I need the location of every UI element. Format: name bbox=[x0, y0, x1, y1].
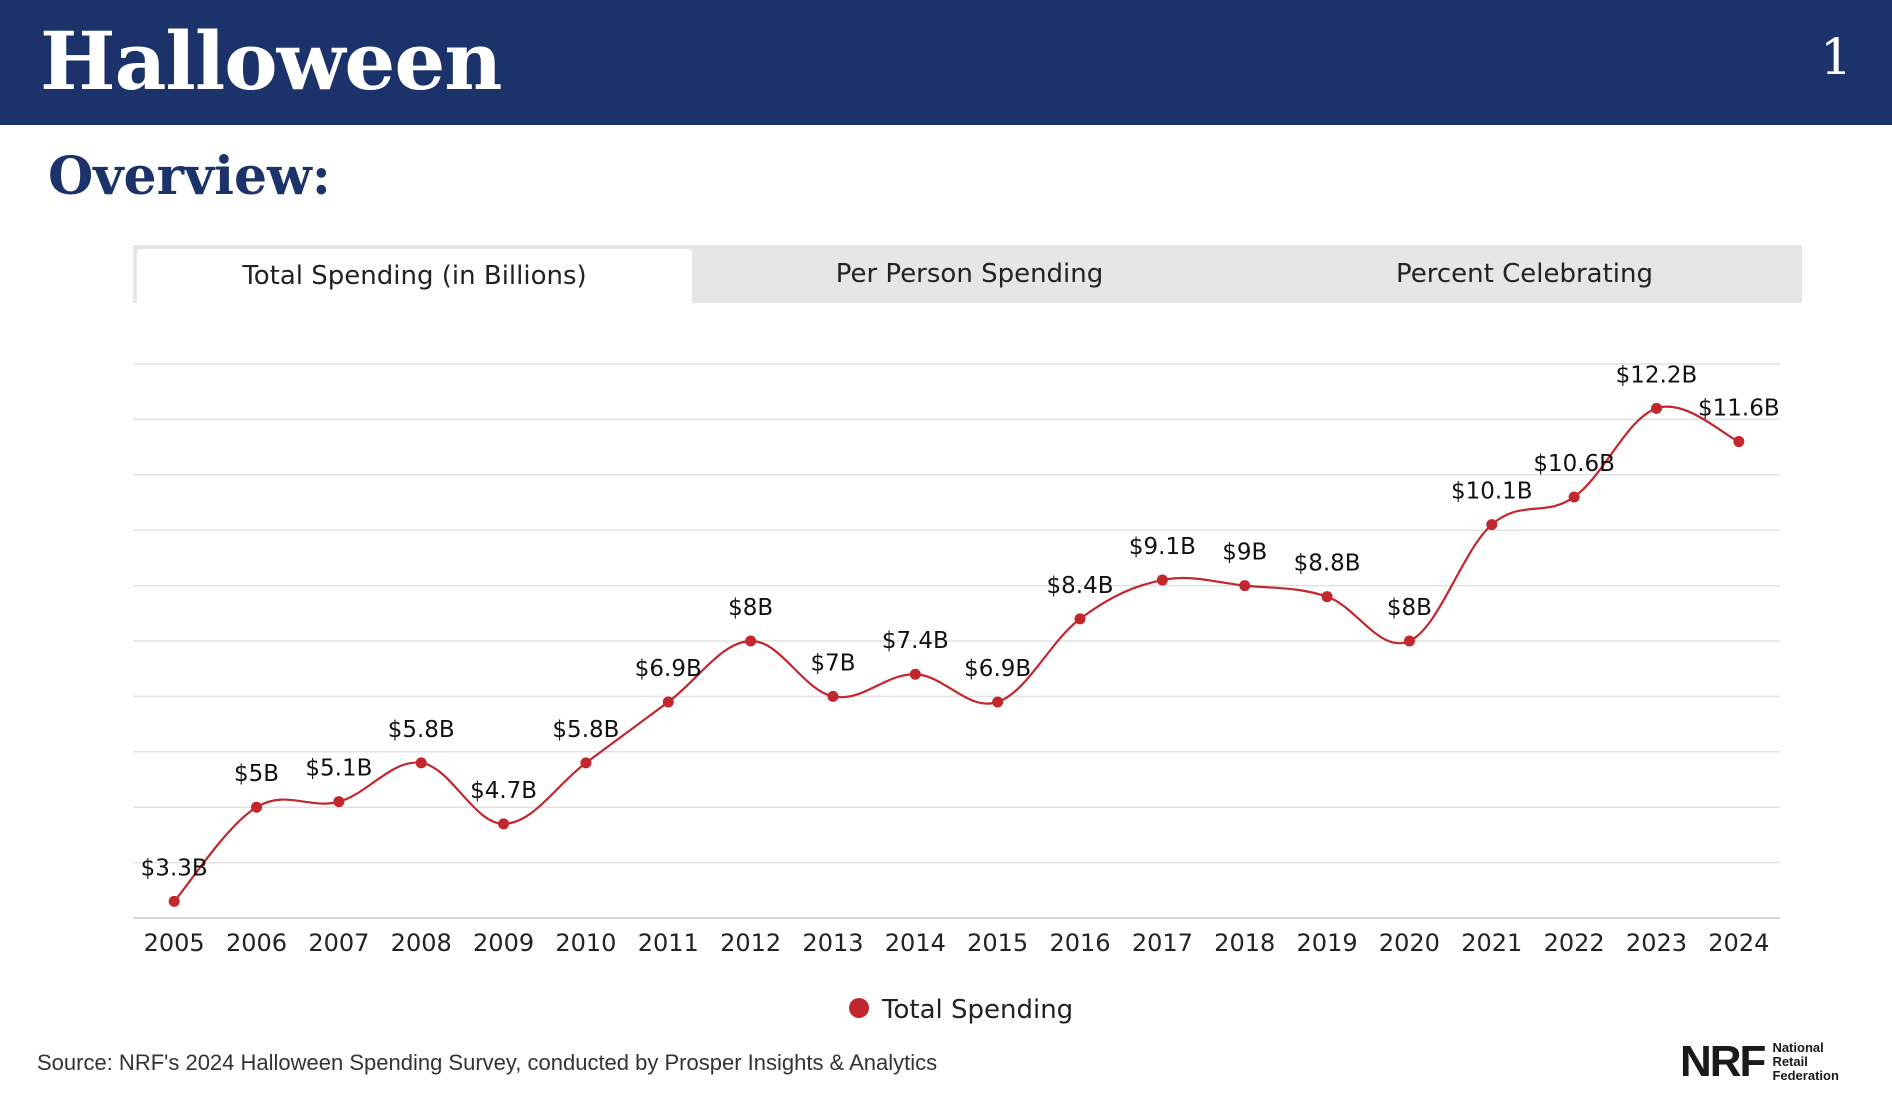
x-tick-2021: 2021 bbox=[1461, 929, 1522, 957]
data-point-2008[interactable] bbox=[415, 757, 427, 769]
tab-percent-celebrating[interactable]: Percent Celebrating bbox=[1396, 259, 1653, 289]
data-label-2017: $9.1B bbox=[1129, 534, 1196, 560]
overview-heading: Overview: bbox=[48, 146, 332, 207]
logo-line-1: National bbox=[1772, 1040, 1824, 1055]
page-title: Halloween bbox=[40, 14, 502, 108]
data-label-2010: $5.8B bbox=[552, 717, 619, 743]
x-tick-2013: 2013 bbox=[802, 929, 863, 957]
data-point-2019[interactable] bbox=[1321, 591, 1333, 603]
tab-total-spending[interactable]: Total Spending (in Billions) bbox=[137, 249, 692, 303]
x-tick-2010: 2010 bbox=[555, 929, 616, 957]
legend[interactable]: Total Spending bbox=[849, 995, 1073, 1025]
data-label-2024: $11.6B bbox=[1698, 396, 1780, 422]
header-bar: Halloween 1 bbox=[0, 0, 1892, 125]
data-point-2016[interactable] bbox=[1074, 613, 1086, 625]
x-tick-2022: 2022 bbox=[1544, 929, 1605, 957]
tab-per-person-spending[interactable]: Per Person Spending bbox=[835, 259, 1104, 289]
x-tick-2009: 2009 bbox=[473, 929, 534, 957]
data-point-2020[interactable] bbox=[1403, 635, 1415, 647]
x-tick-2016: 2016 bbox=[1049, 929, 1110, 957]
data-label-2007: $5.1B bbox=[305, 756, 372, 782]
data-point-2022[interactable] bbox=[1568, 491, 1580, 503]
data-point-2011[interactable] bbox=[662, 696, 674, 708]
data-point-2006[interactable] bbox=[251, 801, 263, 813]
legend-marker bbox=[849, 998, 869, 1018]
data-label-2013: $7B bbox=[810, 650, 855, 676]
x-tick-2014: 2014 bbox=[885, 929, 946, 957]
data-points bbox=[168, 402, 1745, 907]
x-tick-2006: 2006 bbox=[226, 929, 287, 957]
logo-line-3: Federation bbox=[1772, 1068, 1839, 1083]
data-label-2022: $10.6B bbox=[1533, 451, 1615, 477]
data-label-2008: $5.8B bbox=[388, 717, 455, 743]
data-point-2021[interactable] bbox=[1486, 519, 1498, 531]
data-label-2012: $8B bbox=[728, 595, 773, 621]
x-tick-2023: 2023 bbox=[1626, 929, 1687, 957]
data-label-2023: $12.2B bbox=[1616, 362, 1698, 388]
data-label-2020: $8B bbox=[1387, 595, 1432, 621]
logo-text: National Retail Federation bbox=[1772, 1041, 1838, 1083]
data-point-2010[interactable] bbox=[580, 757, 592, 769]
data-label-2009: $4.7B bbox=[470, 778, 537, 804]
data-label-2016: $8.4B bbox=[1047, 573, 1114, 599]
x-tick-2015: 2015 bbox=[967, 929, 1028, 957]
data-label-2018: $9B bbox=[1222, 540, 1267, 566]
logo-line-2: Retail bbox=[1772, 1054, 1808, 1069]
data-point-2023[interactable] bbox=[1650, 402, 1662, 414]
data-point-2009[interactable] bbox=[498, 818, 510, 830]
chart-tabs: Total Spending (in Billions) Per Person … bbox=[133, 245, 1802, 303]
legend-label-total-spending: Total Spending bbox=[881, 995, 1073, 1025]
data-label-2019: $8.8B bbox=[1294, 551, 1361, 577]
nrf-logo: NRF National Retail Federation bbox=[1680, 1040, 1880, 1084]
x-tick-2011: 2011 bbox=[638, 929, 699, 957]
gridlines bbox=[133, 363, 1780, 919]
data-point-2017[interactable] bbox=[1156, 574, 1168, 586]
data-point-2005[interactable] bbox=[168, 895, 180, 907]
data-point-2024[interactable] bbox=[1733, 436, 1745, 448]
data-labels: $3.3B $5B $5.1B $5.8B $4.7B $5.8B $6.9B $8B $7B $… bbox=[141, 362, 1780, 881]
data-label-2011: $6.9B bbox=[635, 656, 702, 682]
x-tick-2018: 2018 bbox=[1214, 929, 1275, 957]
data-label-2006: $5B bbox=[234, 761, 279, 787]
x-tick-2012: 2012 bbox=[720, 929, 781, 957]
data-point-2018[interactable] bbox=[1239, 580, 1251, 592]
x-tick-2019: 2019 bbox=[1297, 929, 1358, 957]
data-label-2005: $3.3B bbox=[141, 855, 208, 881]
data-label-2021: $10.1B bbox=[1451, 479, 1533, 505]
data-point-2007[interactable] bbox=[333, 796, 345, 808]
source-note: Source: NRF's 2024 Halloween Spending Su… bbox=[37, 1050, 938, 1075]
data-point-2014[interactable] bbox=[909, 668, 921, 680]
data-point-2013[interactable] bbox=[827, 690, 839, 702]
x-axis-ticks: 2005 2006 2007 2008 2009 2010 2011 2012 2013 2014… bbox=[144, 929, 1770, 957]
data-point-2012[interactable] bbox=[745, 635, 757, 647]
x-tick-2020: 2020 bbox=[1379, 929, 1440, 957]
data-label-2014: $7.4B bbox=[882, 628, 949, 654]
x-tick-2008: 2008 bbox=[391, 929, 452, 957]
logo-mark: NRF bbox=[1680, 1037, 1766, 1086]
data-label-2015: $6.9B bbox=[964, 656, 1031, 682]
data-point-2015[interactable] bbox=[992, 696, 1004, 708]
x-tick-2005: 2005 bbox=[144, 929, 205, 957]
page-number: 1 bbox=[1820, 28, 1852, 86]
x-tick-2007: 2007 bbox=[308, 929, 369, 957]
x-tick-2024: 2024 bbox=[1708, 929, 1769, 957]
x-tick-2017: 2017 bbox=[1132, 929, 1193, 957]
